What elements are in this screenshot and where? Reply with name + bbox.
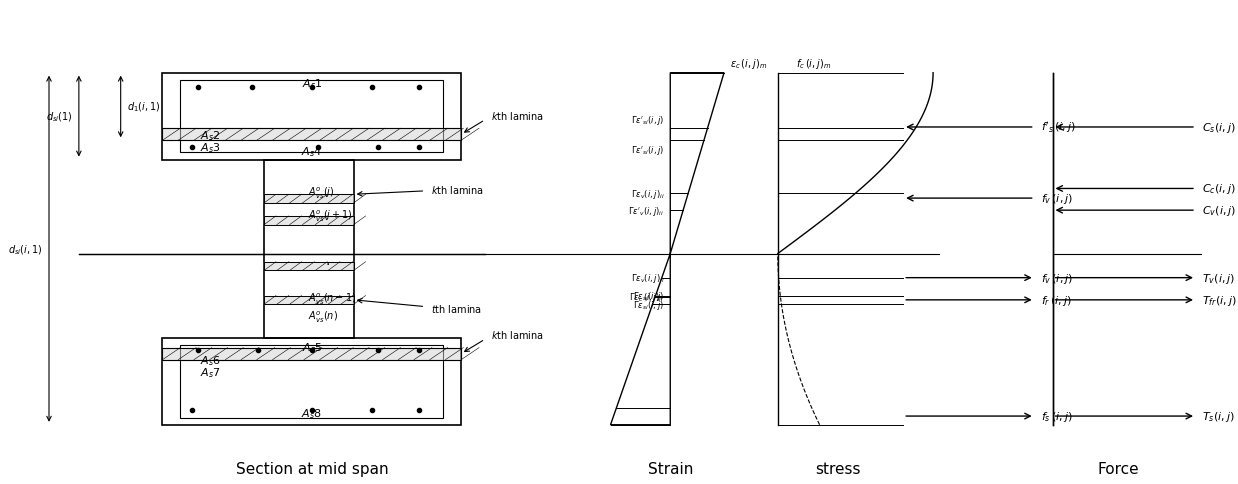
Text: $A_s5$: $A_s5$ bbox=[302, 340, 322, 354]
Text: $d_{si}(1)$: $d_{si}(1)$ bbox=[46, 110, 73, 124]
Text: $f_c\,(i,j)_m$: $f_c\,(i,j)_m$ bbox=[796, 57, 831, 71]
Text: $A_{vs}^o(j)$: $A_{vs}^o(j)$ bbox=[308, 185, 334, 200]
Text: $d_{si}(i,1)$: $d_{si}(i,1)$ bbox=[9, 242, 43, 256]
Text: stress: stress bbox=[815, 461, 860, 476]
Text: $A_{vs}^o(n)$: $A_{vs}^o(n)$ bbox=[308, 309, 338, 324]
Text: $k$th lamina: $k$th lamina bbox=[431, 184, 484, 196]
Text: $t$th lamina: $t$th lamina bbox=[431, 302, 483, 315]
Text: $A_s6$: $A_s6$ bbox=[199, 353, 220, 367]
Text: $A_{vs}^o(j+1)$: $A_{vs}^o(j+1)$ bbox=[308, 208, 353, 223]
Text: $\varepsilon_c\,(i,j)_m$: $\varepsilon_c\,(i,j)_m$ bbox=[730, 57, 768, 71]
Text: $f_s\,(i,j)$: $f_s\,(i,j)$ bbox=[1041, 409, 1072, 423]
Text: $T_v(i,j)$: $T_v(i,j)$ bbox=[1202, 271, 1236, 285]
Text: $C_c(i,j)$: $C_c(i,j)$ bbox=[1202, 182, 1236, 196]
Text: $A_s1$: $A_s1$ bbox=[302, 77, 322, 91]
Text: $A_s3$: $A_s3$ bbox=[201, 141, 220, 155]
Text: $\Gamma\varepsilon_{si}(i,j)$: $\Gamma\varepsilon_{si}(i,j)$ bbox=[634, 289, 665, 302]
Text: $A_s8$: $A_s8$ bbox=[301, 406, 322, 420]
Text: Section at mid span: Section at mid span bbox=[235, 461, 389, 476]
Text: $\Gamma\varepsilon'_{si}(i,j)$: $\Gamma\varepsilon'_{si}(i,j)$ bbox=[631, 143, 665, 156]
Text: $\cdot$: $\cdot$ bbox=[324, 255, 329, 269]
Text: $f_v\,(i,j)$: $f_v\,(i,j)$ bbox=[1041, 192, 1073, 206]
Text: $\Gamma\varepsilon_{si}(i,j)$: $\Gamma\varepsilon_{si}(i,j)$ bbox=[634, 298, 665, 311]
Text: Force: Force bbox=[1097, 461, 1139, 476]
Text: $T_{fr}(i,j)$: $T_{fr}(i,j)$ bbox=[1202, 293, 1237, 307]
Text: $\Gamma\varepsilon'_{si}(i,j)$: $\Gamma\varepsilon'_{si}(i,j)$ bbox=[631, 114, 665, 126]
Text: $f_r\,(i,j)$: $f_r\,(i,j)$ bbox=[1041, 293, 1072, 307]
Text: $f'_s\,(i,j)$: $f'_s\,(i,j)$ bbox=[1041, 120, 1076, 135]
Text: $C_s(i,j)$: $C_s(i,j)$ bbox=[1202, 121, 1236, 135]
Polygon shape bbox=[610, 74, 724, 425]
Text: $T_s(i,j)$: $T_s(i,j)$ bbox=[1202, 409, 1234, 423]
Text: $\Gamma\varepsilon'_v(i,j)_{ii}$: $\Gamma\varepsilon'_v(i,j)_{ii}$ bbox=[628, 204, 665, 217]
Text: $\Gamma\varepsilon_v(i,j)_{ii}$: $\Gamma\varepsilon_v(i,j)_{ii}$ bbox=[630, 272, 665, 285]
Text: $k$th lamina: $k$th lamina bbox=[491, 329, 543, 341]
Text: $f_v\,(i,j)$: $f_v\,(i,j)$ bbox=[1041, 271, 1073, 285]
Text: Strain: Strain bbox=[647, 461, 693, 476]
Text: $A_s7$: $A_s7$ bbox=[201, 365, 220, 379]
Text: $k$th lamina: $k$th lamina bbox=[491, 110, 543, 121]
Text: $A_s2$: $A_s2$ bbox=[201, 129, 220, 143]
Text: $A_{vs}^o(n-1)$: $A_{vs}^o(n-1)$ bbox=[308, 290, 357, 306]
Text: $\Gamma\varepsilon_v(i,j)_{ii}$: $\Gamma\varepsilon_v(i,j)_{ii}$ bbox=[630, 187, 665, 200]
Text: $d_1(i,1)$: $d_1(i,1)$ bbox=[126, 101, 160, 114]
Text: $A_s4$: $A_s4$ bbox=[301, 145, 322, 158]
Text: $\Gamma\varepsilon_c\,(i,j)_{ii}$: $\Gamma\varepsilon_c\,(i,j)_{ii}$ bbox=[629, 291, 665, 304]
Text: $C_v(i,j)$: $C_v(i,j)$ bbox=[1202, 204, 1237, 218]
